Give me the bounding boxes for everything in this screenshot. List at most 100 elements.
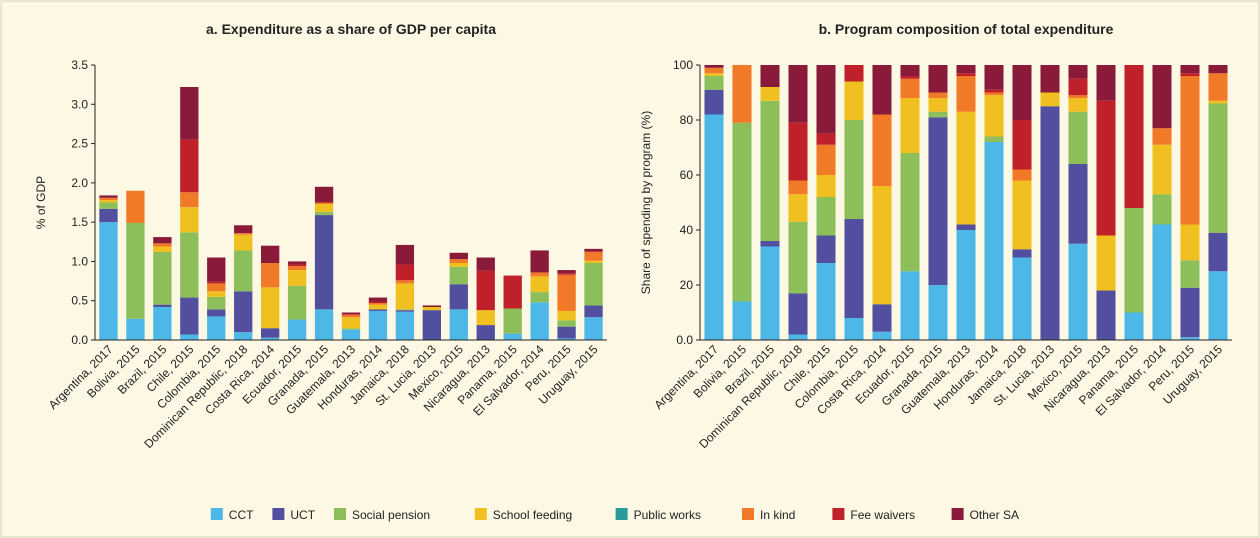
y-tick-label: 80 — [680, 113, 694, 127]
bar-segment — [557, 273, 576, 275]
bar-segment — [788, 194, 808, 222]
bar-segment — [1152, 224, 1172, 340]
bar-segment — [395, 244, 415, 265]
bar-segment — [788, 293, 808, 335]
y-axis-label: Share of spending by program (%) — [639, 111, 653, 294]
bar-segment — [260, 328, 280, 338]
bar-segment — [530, 302, 549, 340]
bar-segment — [1068, 95, 1088, 98]
bar-segment — [314, 204, 334, 212]
bar-segment — [1040, 106, 1060, 340]
bar-segment — [530, 292, 549, 303]
bar-segment — [584, 251, 603, 252]
bar-segment — [872, 114, 892, 186]
bar-segment — [1096, 235, 1116, 291]
bar-segment — [395, 264, 415, 281]
bar-segment — [704, 73, 724, 76]
bar-segment — [956, 230, 976, 340]
bar-segment — [844, 219, 864, 318]
y-tick-label: 2.0 — [71, 176, 88, 190]
bar-segment — [368, 297, 388, 302]
y-tick-label: 1.0 — [71, 254, 88, 268]
bar-segment — [928, 117, 948, 285]
bar-segment — [900, 78, 920, 98]
bar-segment — [314, 215, 334, 310]
bar-segment — [99, 195, 118, 198]
bar-segment — [557, 274, 576, 311]
bar-segment — [99, 202, 118, 209]
bar-segment — [760, 65, 780, 87]
y-tick-label: 3.0 — [71, 97, 88, 111]
bar-segment — [1012, 120, 1032, 170]
bar-segment — [557, 320, 576, 327]
bar-segment — [557, 338, 576, 340]
bar-segment — [816, 175, 836, 197]
bar-segment — [449, 263, 468, 267]
bar-segment — [260, 245, 280, 263]
bar-segment — [287, 264, 307, 267]
bar-segment — [732, 65, 752, 123]
bar-segment — [207, 316, 226, 340]
bar-segment — [234, 250, 253, 292]
bar-segment — [984, 142, 1004, 340]
bar-segment — [422, 305, 442, 307]
bar-segment — [422, 307, 442, 311]
bar-segment — [1180, 337, 1200, 340]
bar-segment — [287, 285, 307, 320]
bar-segment — [984, 89, 1004, 93]
bar-segment — [844, 81, 864, 120]
bar-segment — [816, 263, 836, 340]
bar-segment — [788, 180, 808, 195]
bar-segment — [1152, 65, 1172, 129]
legend-swatch — [272, 508, 285, 520]
bar-segment — [788, 122, 808, 181]
bar-segment — [557, 270, 576, 274]
legend-label: CCT — [229, 508, 254, 522]
bar-segment — [530, 250, 549, 273]
bar-segment — [844, 120, 864, 219]
y-tick-label: 60 — [680, 168, 694, 182]
bar-segment — [584, 263, 603, 306]
bar-segment — [872, 331, 892, 340]
bar-segment — [1124, 65, 1144, 208]
y-tick-label: 0.0 — [676, 333, 693, 347]
bar-segment — [816, 197, 836, 236]
y-tick-label: 0.5 — [71, 294, 88, 308]
bar-segment — [260, 287, 280, 329]
bar-segment — [341, 317, 361, 329]
y-axis-label: % of GDP — [34, 176, 48, 229]
bar-segment — [234, 332, 253, 340]
bar-segment — [180, 207, 199, 233]
bar-segment — [153, 246, 172, 252]
bar-segment — [1208, 73, 1228, 101]
bar-segment — [153, 237, 172, 244]
bar-segment — [180, 192, 199, 208]
bar-segment — [928, 285, 948, 340]
bar-segment — [1180, 287, 1200, 338]
bar-segment — [760, 100, 780, 241]
bar-segment — [557, 326, 576, 339]
bar-segment — [207, 281, 226, 284]
bar-segment — [180, 297, 199, 335]
bar-segment — [207, 296, 226, 310]
bar-segment — [557, 310, 576, 321]
bar-segment — [99, 208, 118, 223]
legend-label: Public works — [634, 508, 701, 522]
bar-segment — [476, 257, 495, 271]
legend-swatch — [334, 508, 346, 520]
bar-segment — [287, 261, 307, 265]
bar-segment — [760, 241, 780, 247]
bar-segment — [153, 307, 172, 340]
legend-swatch — [742, 508, 754, 520]
bar-segment — [207, 257, 226, 282]
bar-segment — [900, 76, 920, 79]
bar-segment — [260, 263, 280, 288]
bar-segment — [180, 87, 199, 140]
bar-segment — [395, 309, 415, 311]
bar-segment — [180, 232, 199, 298]
bar-segment — [704, 89, 724, 115]
bar-segment — [341, 329, 361, 340]
bar-segment — [900, 153, 920, 272]
bar-segment — [1152, 194, 1172, 225]
y-tick-label: 3.5 — [71, 58, 88, 72]
